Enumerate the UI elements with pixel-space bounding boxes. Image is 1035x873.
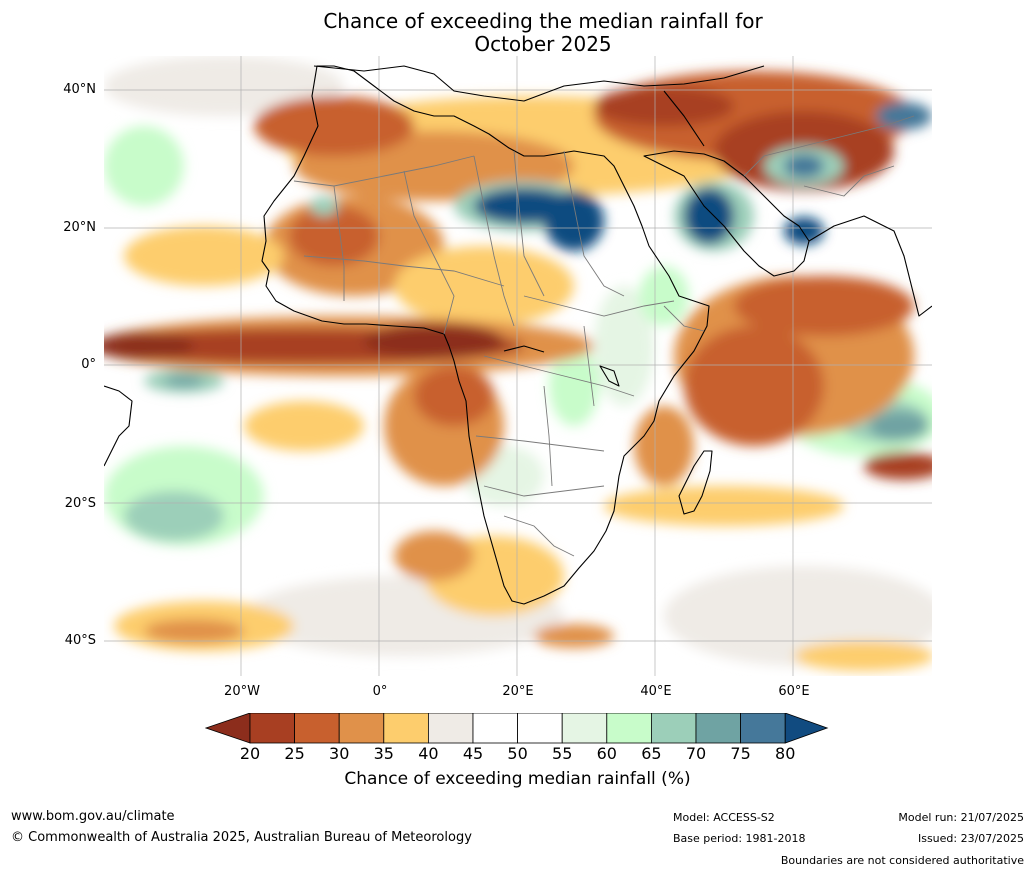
colorbar-tick-label: 55 (552, 744, 573, 763)
colorbar-tick-label: 65 (641, 744, 662, 763)
map-canvas (104, 56, 932, 676)
colorbar (205, 713, 829, 744)
lat-label-40s: 40°S (64, 633, 96, 648)
lat-label-20n: 20°N (63, 220, 96, 235)
footer-copyright: © Commonwealth of Australia 2025, Austra… (11, 830, 472, 845)
footer-base-period: Base period: 1981-2018 (673, 832, 806, 845)
colorbar-arrow-high (784, 713, 829, 744)
footer-model: Model: ACCESS-S2 (673, 811, 775, 824)
lon-label-20w: 20°W (224, 684, 260, 699)
chart-title: Chance of exceeding the median rainfall … (0, 10, 1035, 56)
colorbar-cell (472, 713, 518, 744)
lon-label-0: 0° (372, 684, 388, 699)
lon-label-40e: 40°E (640, 684, 672, 699)
colorbar-cell (695, 713, 741, 744)
colorbar-cell (517, 713, 563, 744)
colorbar-tick-label: 40 (418, 744, 439, 763)
rainfall-map[interactable] (104, 56, 932, 676)
footer-model-run: Model run: 21/07/2025 (898, 811, 1024, 824)
country-borders (293, 115, 915, 557)
coastlines (104, 65, 932, 605)
colorbar-cell (383, 713, 429, 744)
footer-issued: Issued: 23/07/2025 (917, 832, 1024, 845)
lon-label-20e: 20°E (502, 684, 534, 699)
colorbar-cell (249, 713, 295, 744)
colorbar-tick-label: 60 (596, 744, 617, 763)
lat-label-40n: 40°N (63, 82, 96, 97)
colorbar-cell (294, 713, 340, 744)
colorbar-tick-label: 70 (685, 744, 707, 763)
colorbar-tick-label: 45 (462, 744, 484, 763)
title-line-2: October 2025 (474, 32, 612, 56)
colorbar-cell (650, 713, 697, 744)
colorbar-tick-label: 80 (775, 744, 796, 763)
colorbar-cell (427, 713, 474, 744)
colorbar-cell (338, 713, 385, 744)
graticule (104, 56, 932, 676)
probability-field (104, 56, 932, 671)
colorbar-cell (740, 713, 786, 744)
lat-label-0: 0° (81, 357, 96, 372)
colorbar-cell (561, 713, 608, 744)
colorbar-tick-label: 25 (284, 744, 305, 763)
footer-disclaimer: Boundaries are not considered authoritat… (780, 854, 1024, 867)
colorbar-tick-label: 35 (373, 744, 394, 763)
lat-label-20s: 20°S (64, 496, 96, 511)
colorbar-tick-label: 75 (730, 744, 751, 763)
colorbar-tick-label: 50 (507, 744, 528, 763)
footer-url[interactable]: www.bom.gov.au/climate (11, 809, 175, 824)
title-line-1: Chance of exceeding the median rainfall … (323, 9, 763, 33)
colorbar-tick-label: 30 (329, 744, 350, 763)
colorbar-label: Chance of exceeding median rainfall (%) (344, 769, 691, 789)
colorbar-arrow-low (205, 713, 251, 744)
colorbar-cell (606, 713, 652, 744)
colorbar-tick-label: 20 (239, 744, 261, 763)
lon-label-60e: 60°E (778, 684, 810, 699)
